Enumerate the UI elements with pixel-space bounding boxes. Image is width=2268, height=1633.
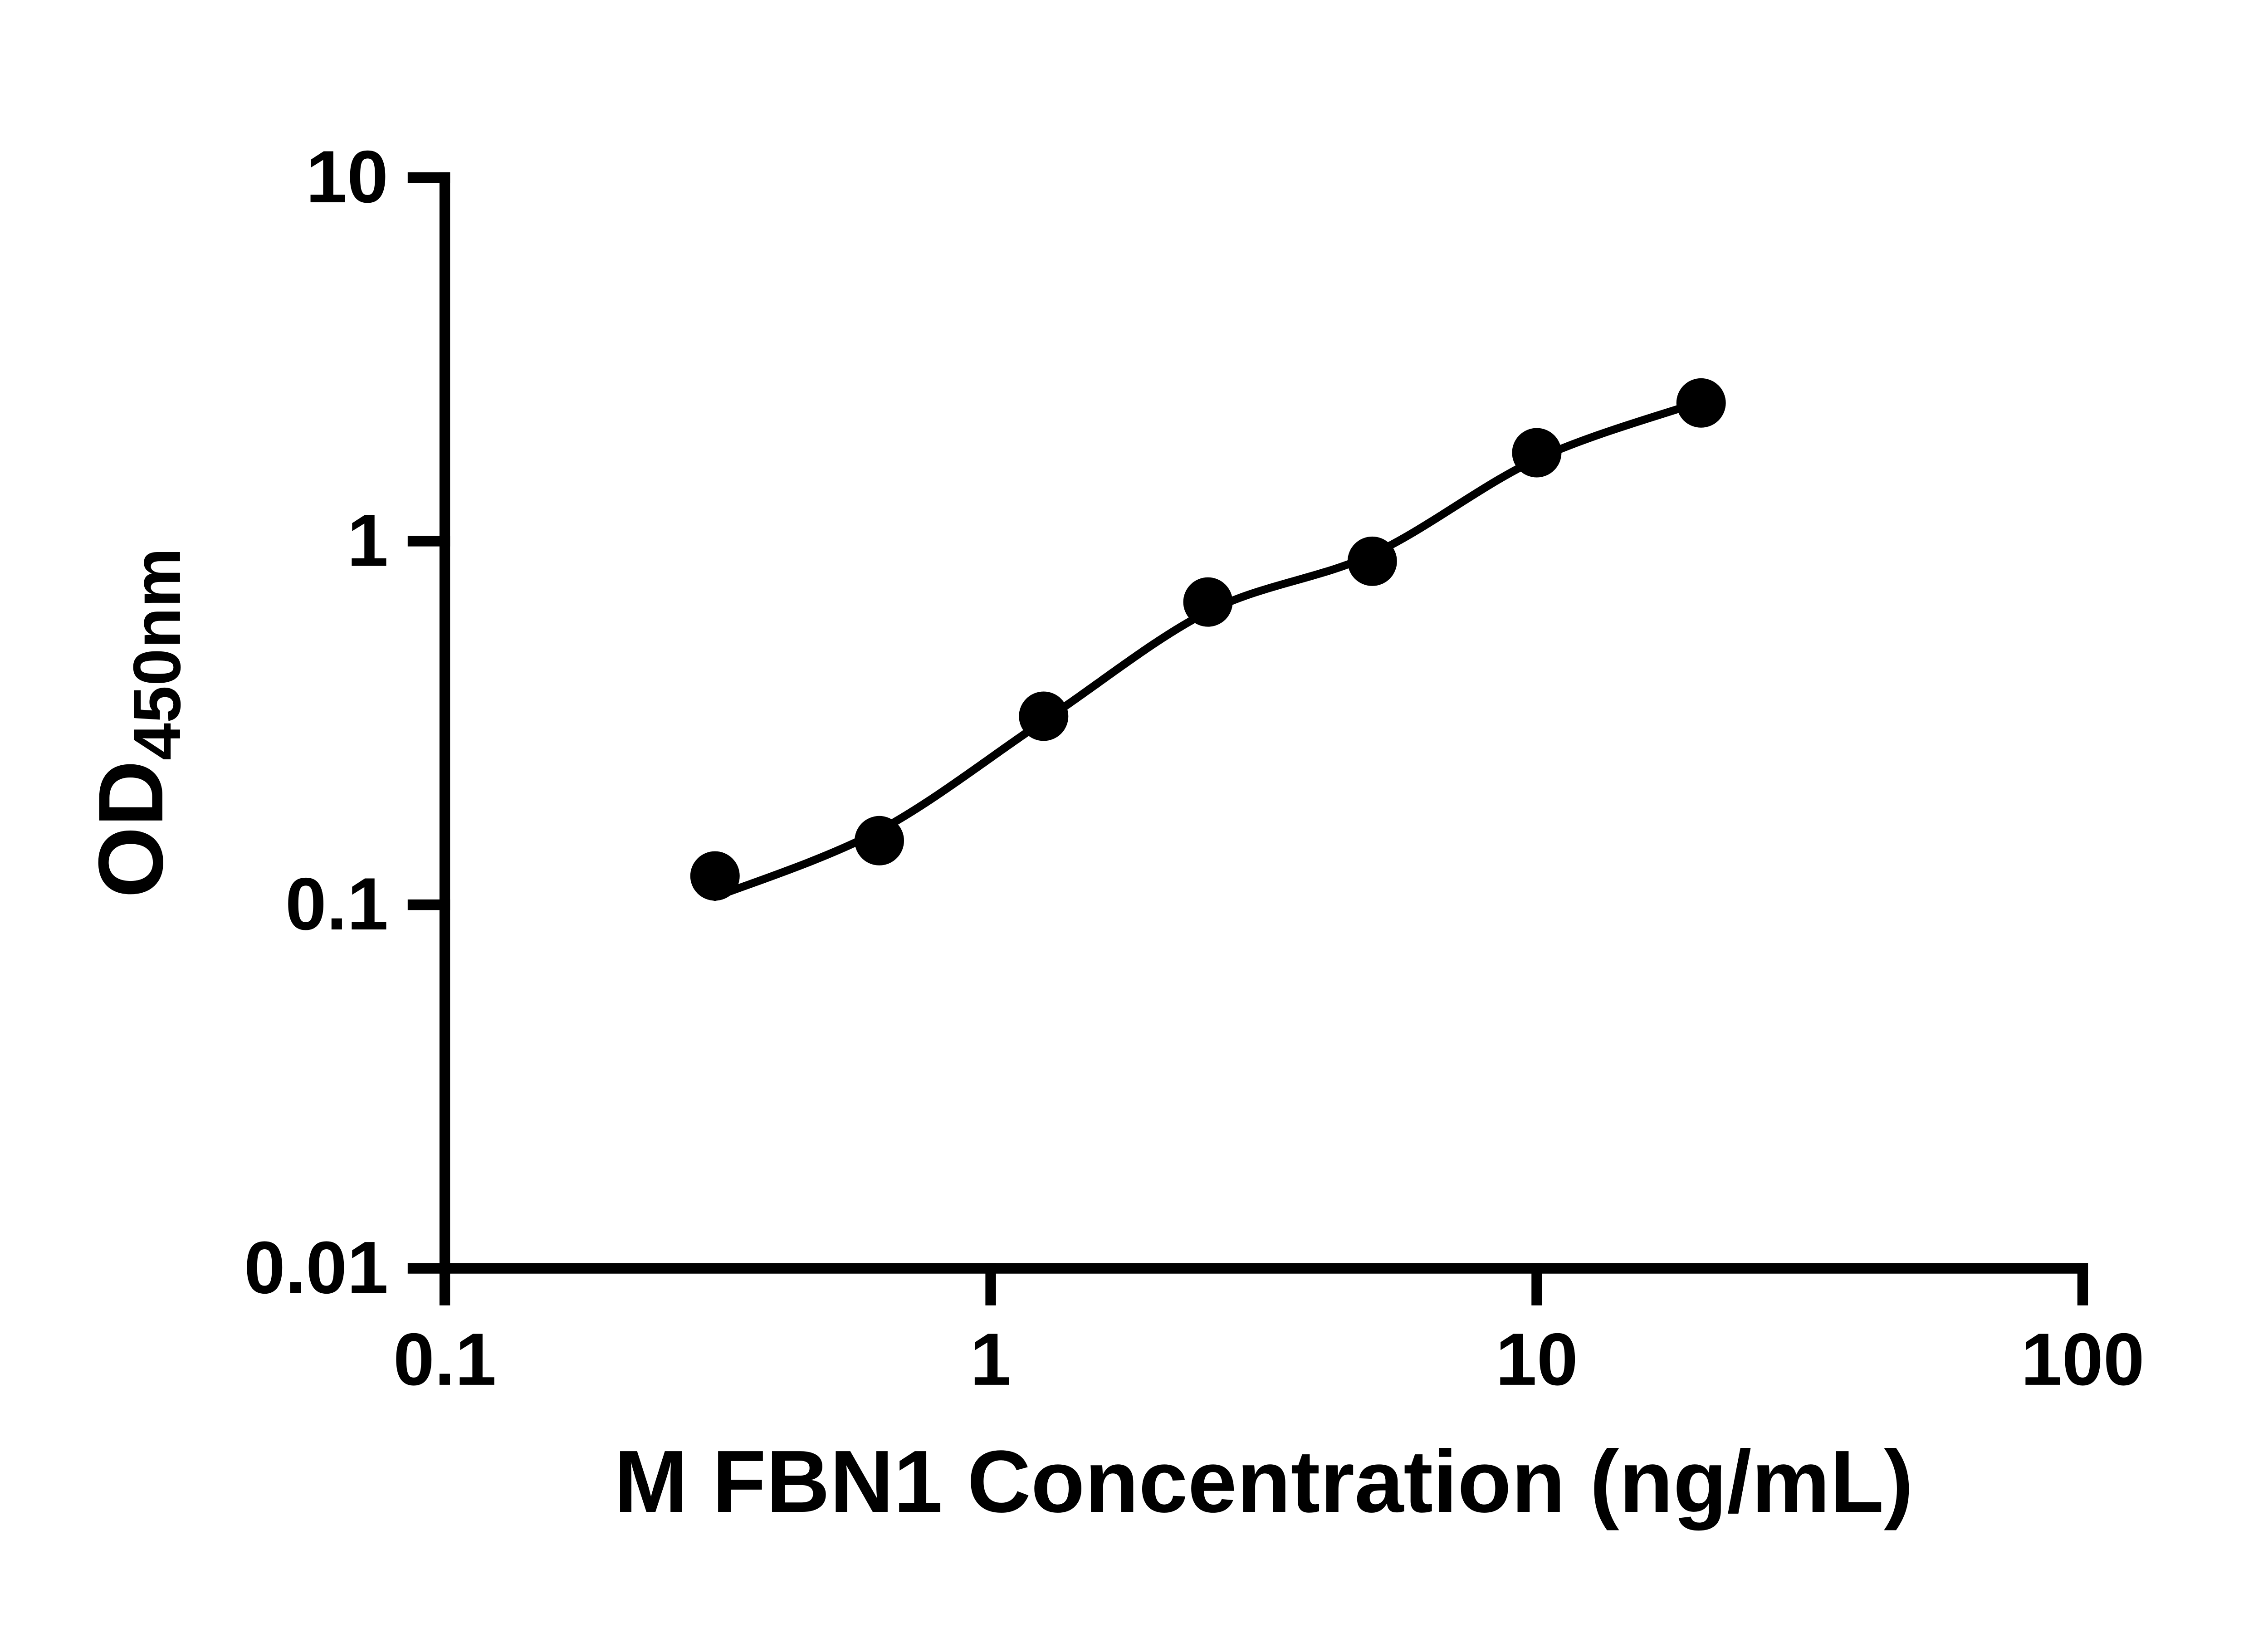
y-axis-title: OD450nm [79, 548, 195, 898]
x-tick-label: 1 [970, 1318, 1012, 1401]
x-axis: 0.1 1 10 100 [393, 1263, 2145, 1401]
x-tick-label: 10 [1496, 1318, 1578, 1401]
x-tick-label: 0.1 [393, 1318, 496, 1401]
data-point [1347, 536, 1397, 586]
data-point [1019, 691, 1069, 741]
data-point [855, 816, 904, 865]
chart-background [0, 22, 2268, 1611]
y-tick-label: 1 [347, 499, 388, 582]
y-tick-label: 0.1 [285, 862, 388, 945]
y-tick-label: 10 [306, 135, 388, 218]
data-point [1676, 378, 1726, 428]
y-axis: 0.01 0.1 1 10 [244, 135, 450, 1309]
axis-titles: M FBN1 Concentration (ng/mL) OD450nm [79, 548, 1913, 1531]
data-point [1183, 577, 1233, 627]
data-point [1512, 428, 1562, 478]
y-tick-label: 0.01 [244, 1226, 388, 1309]
x-axis-title: M FBN1 Concentration (ng/mL) [614, 1433, 1913, 1531]
data-points [690, 378, 1726, 901]
x-tick-label: 100 [2021, 1318, 2145, 1401]
data-point [690, 851, 740, 901]
